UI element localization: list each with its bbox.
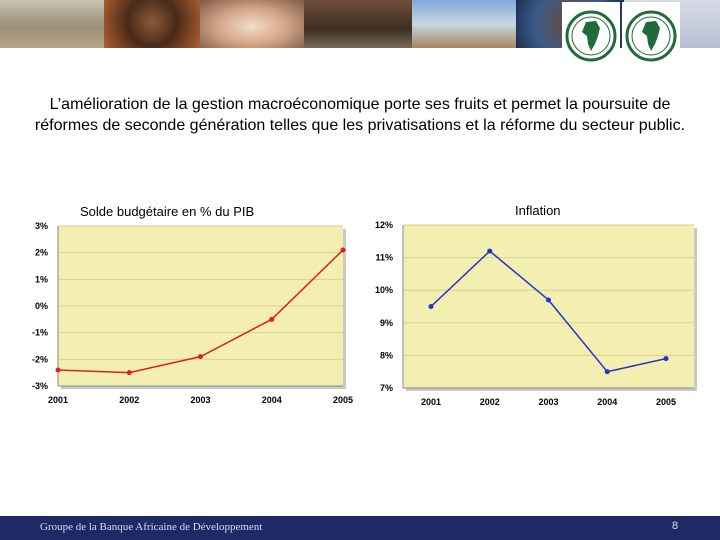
budget-x-tick-label: 2005 [333, 395, 353, 405]
footer-bar: Groupe de la Banque Africaine de Dévelop… [0, 516, 720, 540]
inflation-data-point [663, 356, 669, 362]
inflation-y-tick-label: 12% [375, 220, 393, 230]
budget-balance-chart: 3% 2% 1% 0% -1% -2% -3%2001 2002 2003 2004 2005 [32, 221, 353, 405]
budget-chart-title: Solde budgétaire en % du PIB [80, 204, 255, 219]
inflation-data-point [604, 369, 610, 375]
budget-x-tick-label: 2003 [190, 395, 210, 405]
budget-data-point [126, 370, 132, 376]
afdb-logo-icon [562, 2, 620, 74]
budget-y-tick-label: 2% [35, 248, 48, 258]
inflation-x-tick-label: 2005 [656, 397, 676, 407]
budget-y-tick-label: -2% [32, 354, 48, 364]
banner-photo-shell [200, 0, 304, 48]
page-number: 8 [672, 520, 679, 532]
budget-data-point [340, 247, 346, 253]
budget-y-tick-label: 0% [35, 301, 48, 311]
budget-y-tick-label: 3% [35, 221, 48, 231]
banner-photo-child [104, 0, 200, 48]
slide-headline: L’amélioration de la gestion macroéconom… [34, 96, 686, 134]
inflation-x-tick-label: 2001 [421, 397, 441, 407]
inflation-x-tick-label: 2003 [538, 397, 558, 407]
budget-data-point [269, 316, 275, 322]
banner-photo-worker [304, 0, 412, 48]
inflation-data-point [487, 248, 493, 254]
inflation-chart-title: Inflation [515, 203, 561, 218]
budget-y-tick-label: 1% [35, 274, 48, 284]
inflation-x-tick-label: 2004 [597, 397, 617, 407]
inflation-chart: 12% 11% 10% 9% 8% 7% 2001 2002 2003 2004 2005 [375, 220, 697, 407]
banner-photo-town [412, 0, 516, 48]
inflation-y-tick-label: 7% [380, 383, 393, 393]
footer-organization: Groupe de la Banque Africaine de Dévelop… [40, 521, 263, 533]
inflation-x-tick-label: 2002 [480, 397, 500, 407]
inflation-data-point [428, 304, 434, 309]
inflation-y-tick-label: 11% [375, 253, 393, 263]
budget-x-tick-label: 2002 [119, 395, 139, 405]
banner-photo-building [0, 0, 104, 48]
photo-banner [0, 0, 720, 78]
inflation-data-point [546, 297, 551, 303]
budget-data-point [198, 354, 203, 360]
budget-x-tick-label: 2001 [48, 395, 68, 405]
budget-y-tick-label: -3% [32, 381, 48, 391]
budget-y-tick-label: -1% [32, 328, 48, 338]
inflation-plot-area [403, 225, 694, 388]
budget-x-tick-label: 2004 [262, 395, 282, 405]
inflation-y-tick-label: 9% [380, 318, 393, 328]
budget-data-point [55, 367, 61, 373]
inflation-y-tick-label: 10% [375, 285, 393, 295]
afdb-logo-icon [622, 2, 680, 74]
inflation-y-tick-label: 8% [380, 350, 393, 360]
